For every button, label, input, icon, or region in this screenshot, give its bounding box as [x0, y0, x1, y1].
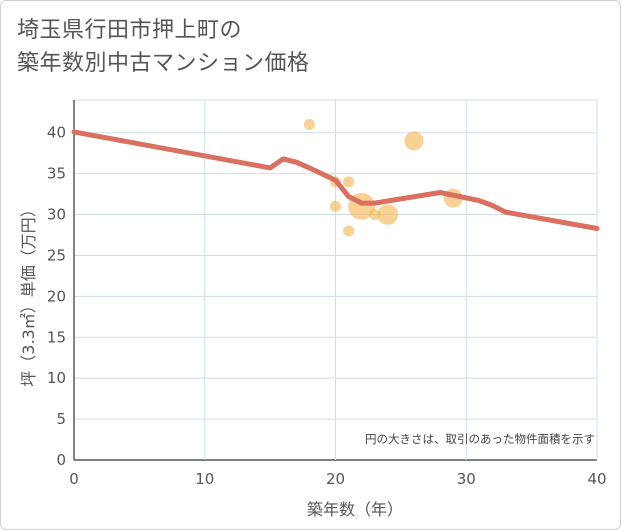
- x-tick-label: 10: [195, 470, 214, 488]
- y-tick-label: 10: [47, 369, 66, 387]
- y-tick-label: 5: [56, 410, 66, 428]
- chart-title-line-1: 埼玉県行田市押上町の: [17, 18, 243, 43]
- x-tick-labels: 0 10 20 30 40: [69, 470, 606, 488]
- x-tick-label: 20: [326, 470, 345, 488]
- estimated-price-line: [71, 129, 600, 231]
- transaction-bubble: [343, 225, 355, 237]
- y-tick-label: 20: [47, 287, 66, 305]
- x-axis-title: 築年数（年）: [307, 500, 403, 519]
- y-tick-label: 30: [47, 206, 66, 224]
- bubble-size-note: 円の大きさは、取引のあった物件面積を示す: [365, 432, 595, 446]
- y-tick-label: 0: [56, 451, 66, 469]
- x-tick-label: 40: [587, 470, 606, 488]
- transaction-bubble: [404, 131, 424, 151]
- x-tick-label: 30: [457, 470, 476, 488]
- y-tick-labels: 0 5 10 15 20 25 30 35 40: [47, 124, 66, 469]
- transaction-bubble: [303, 119, 315, 131]
- y-tick-label: 15: [47, 328, 66, 346]
- chart-title-line-2: 築年数別中古マンション価格: [17, 51, 310, 76]
- transaction-bubble: [343, 176, 355, 188]
- transaction-bubble: [369, 209, 381, 221]
- transaction-bubble: [330, 200, 341, 212]
- grid-lines: [73, 99, 598, 461]
- y-tick-label: 25: [47, 246, 66, 264]
- x-tick-label: 0: [69, 470, 79, 488]
- y-tick-label: 40: [47, 124, 66, 142]
- y-axis-title: 坪（3.3㎡）単価（万円）: [19, 201, 38, 386]
- transaction-bubble: [377, 204, 399, 225]
- y-tick-label: 35: [47, 165, 66, 183]
- chart-title: 埼玉県行田市押上町の 築年数別中古マンション価格: [17, 14, 310, 80]
- estimated-price-line-path: [71, 129, 600, 231]
